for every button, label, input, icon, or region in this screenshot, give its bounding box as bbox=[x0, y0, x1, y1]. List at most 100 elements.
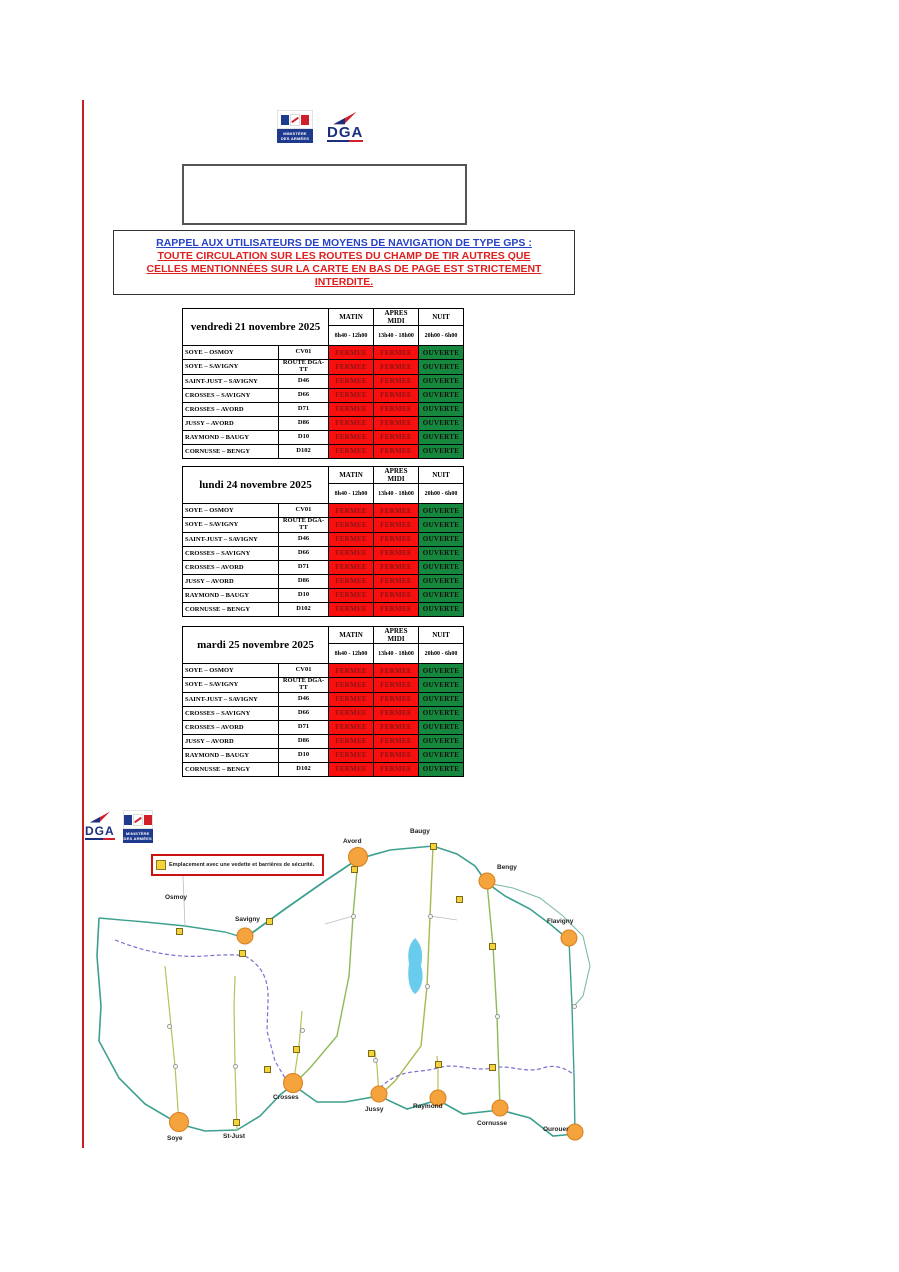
town-marker bbox=[370, 1085, 388, 1103]
map-logos: DGA MINISTÈRE DES ARMÉES bbox=[85, 810, 153, 843]
status-cell: FERMEE bbox=[373, 587, 419, 603]
table-row: CORNUSSE – BENGY D102 FERMEE FERMEE OUVERTE bbox=[182, 443, 464, 459]
route-name-cell: RAYMOND – BAUGY bbox=[182, 747, 279, 763]
status-cell: OUVERTE bbox=[418, 559, 464, 575]
status-cell: FERMEE bbox=[373, 373, 419, 389]
table-row: SOYE – OSMOY CV01 FERMEE FERMEE OUVERTE bbox=[182, 345, 464, 360]
status-cell: FERMEE bbox=[328, 747, 375, 763]
status-cell: FERMEE bbox=[373, 705, 420, 721]
road-number-cell: ROUTE DGA-TT bbox=[278, 517, 329, 533]
status-cell: OUVERTE bbox=[418, 531, 464, 547]
status-cell: FERMEE bbox=[328, 345, 374, 360]
table-date: lundi 24 novembre 2025 bbox=[182, 466, 329, 504]
status-cell: OUVERTE bbox=[418, 601, 464, 617]
warning-line-2: TOUTE CIRCULATION SUR LES ROUTES DU CHAM… bbox=[157, 249, 531, 262]
status-cell: FERMEE bbox=[328, 573, 374, 589]
status-cell: FERMEE bbox=[328, 531, 374, 547]
warning-line-1: RAPPEL AUX UTILISATEURS DE MOYENS DE NAV… bbox=[156, 236, 532, 249]
waypoint-icon bbox=[233, 1064, 238, 1069]
status-cell: FERMEE bbox=[373, 503, 419, 518]
table-row: SOYE – OSMOY CV01 FERMEE FERMEE OUVERTE bbox=[182, 503, 464, 518]
road-number-cell: ROUTE DGA-TT bbox=[277, 677, 330, 693]
status-cell: FERMEE bbox=[373, 401, 419, 417]
french-flag-icon bbox=[277, 110, 313, 129]
route-name-cell: SOYE – OSMOY bbox=[182, 663, 279, 678]
period-time: 20h00 - 6h00 bbox=[418, 643, 465, 664]
road-number-cell: D86 bbox=[278, 415, 329, 431]
town-label-savigny: Savigny bbox=[235, 916, 260, 923]
road-number-cell: D86 bbox=[278, 573, 329, 589]
route-name-cell: SAINT-JUST – SAVIGNY bbox=[182, 531, 279, 547]
route-name-cell: CROSSES – AVORD bbox=[182, 559, 279, 575]
status-cell: OUVERTE bbox=[418, 587, 464, 603]
table-row: JUSSY – AVORD D86 FERMEE FERMEE OUVERTE bbox=[182, 573, 464, 589]
table-row: CROSSES – AVORD D71 FERMEE FERMEE OUVERTE bbox=[182, 559, 464, 575]
status-cell: FERMEE bbox=[328, 359, 374, 375]
status-cell: FERMEE bbox=[373, 517, 419, 533]
status-cell: FERMEE bbox=[328, 517, 374, 533]
route-name-cell: SAINT-JUST – SAVIGNY bbox=[182, 373, 279, 389]
period-time: 20h00 - 6h00 bbox=[418, 325, 464, 346]
route-name-cell: SOYE – SAVIGNY bbox=[182, 517, 279, 533]
town-marker bbox=[566, 1123, 584, 1141]
road-number-cell: ROUTE DGA-TT bbox=[278, 359, 329, 375]
town-marker bbox=[429, 1089, 447, 1107]
status-cell: OUVERTE bbox=[418, 705, 465, 721]
status-cell: FERMEE bbox=[328, 733, 375, 749]
warning-line-4: INTERDITE. bbox=[314, 275, 374, 288]
road-sign-icon bbox=[264, 1066, 271, 1073]
table-date: mardi 25 novembre 2025 bbox=[181, 626, 330, 664]
town-marker bbox=[283, 1073, 303, 1093]
road-number-cell: D102 bbox=[278, 601, 329, 617]
route-name-cell: CROSSES – SAVIGNY bbox=[182, 545, 279, 561]
ministry-logo-line1: MINISTÈRE bbox=[283, 131, 307, 136]
status-cell: FERMEE bbox=[373, 415, 419, 431]
dga-logo: DGA bbox=[327, 110, 364, 142]
road-sign-icon bbox=[489, 1064, 496, 1071]
waypoint-icon bbox=[167, 1024, 172, 1029]
table-header-row: mardi 25 novembre 2025 MATIN APRES MIDI NUI… bbox=[181, 626, 465, 664]
road-number-cell: CV01 bbox=[278, 503, 329, 518]
status-cell: FERMEE bbox=[373, 443, 419, 459]
status-cell: OUVERTE bbox=[418, 517, 464, 533]
status-cell: FERMEE bbox=[328, 691, 375, 707]
period-time: 8h40 - 12h00 bbox=[328, 483, 374, 504]
road-number-cell: D10 bbox=[278, 429, 329, 445]
status-cell: FERMEE bbox=[373, 691, 420, 707]
status-cell: OUVERTE bbox=[418, 387, 464, 403]
waypoint-icon bbox=[173, 1064, 178, 1069]
table-row: CROSSES – SAVIGNY D66 FERMEE FERMEE OUVERTE bbox=[182, 387, 464, 403]
status-cell: OUVERTE bbox=[418, 359, 464, 375]
map-dga-logo-label: DGA bbox=[85, 824, 115, 838]
table-header-row: lundi 24 novembre 2025 MATIN APRES MIDI NUI… bbox=[182, 466, 464, 504]
town-label-jussy: Jussy bbox=[365, 1106, 384, 1113]
status-cell: OUVERTE bbox=[418, 677, 465, 693]
table-row: CROSSES – AVORD D71 FERMEE FERMEE OUVERTE bbox=[182, 401, 464, 417]
route-name-cell: CROSSES – AVORD bbox=[182, 401, 279, 417]
town-label-soye: Soye bbox=[167, 1135, 183, 1142]
table-row: CROSSES – SAVIGNY D66 FERMEE FERMEE OUVERTE bbox=[182, 545, 464, 561]
dga-arrow-icon bbox=[333, 111, 357, 125]
status-cell: FERMEE bbox=[328, 663, 375, 678]
route-name-cell: SOYE – SAVIGNY bbox=[182, 359, 279, 375]
status-cell: FERMEE bbox=[328, 601, 374, 617]
status-cell: OUVERTE bbox=[418, 747, 465, 763]
route-name-cell: CORNUSSE – BENGY bbox=[182, 601, 279, 617]
road-sign-icon bbox=[489, 943, 496, 950]
status-cell: FERMEE bbox=[373, 573, 419, 589]
status-cell: OUVERTE bbox=[418, 373, 464, 389]
road-number-cell: D10 bbox=[277, 747, 330, 763]
table-row: CORNUSSE – BENGY D102 FERMEE FERMEE OUVERTE bbox=[182, 761, 465, 777]
status-cell: OUVERTE bbox=[418, 691, 465, 707]
status-cell: OUVERTE bbox=[418, 429, 464, 445]
legend-text: Emplacement avec une vedette et barrière… bbox=[169, 862, 315, 868]
road-number-cell: D46 bbox=[278, 373, 329, 389]
notice-box bbox=[182, 164, 467, 225]
route-name-cell: CROSSES – SAVIGNY bbox=[182, 387, 279, 403]
road-number-cell: D66 bbox=[278, 387, 329, 403]
town-label-baugy: Baugy bbox=[410, 828, 430, 835]
road-number-cell: D46 bbox=[277, 691, 330, 707]
status-cell: FERMEE bbox=[373, 663, 420, 678]
status-cell: FERMEE bbox=[328, 443, 374, 459]
table-row: SOYE – SAVIGNY ROUTE DGA-TT FERMEE FERMEE OU… bbox=[182, 359, 464, 375]
